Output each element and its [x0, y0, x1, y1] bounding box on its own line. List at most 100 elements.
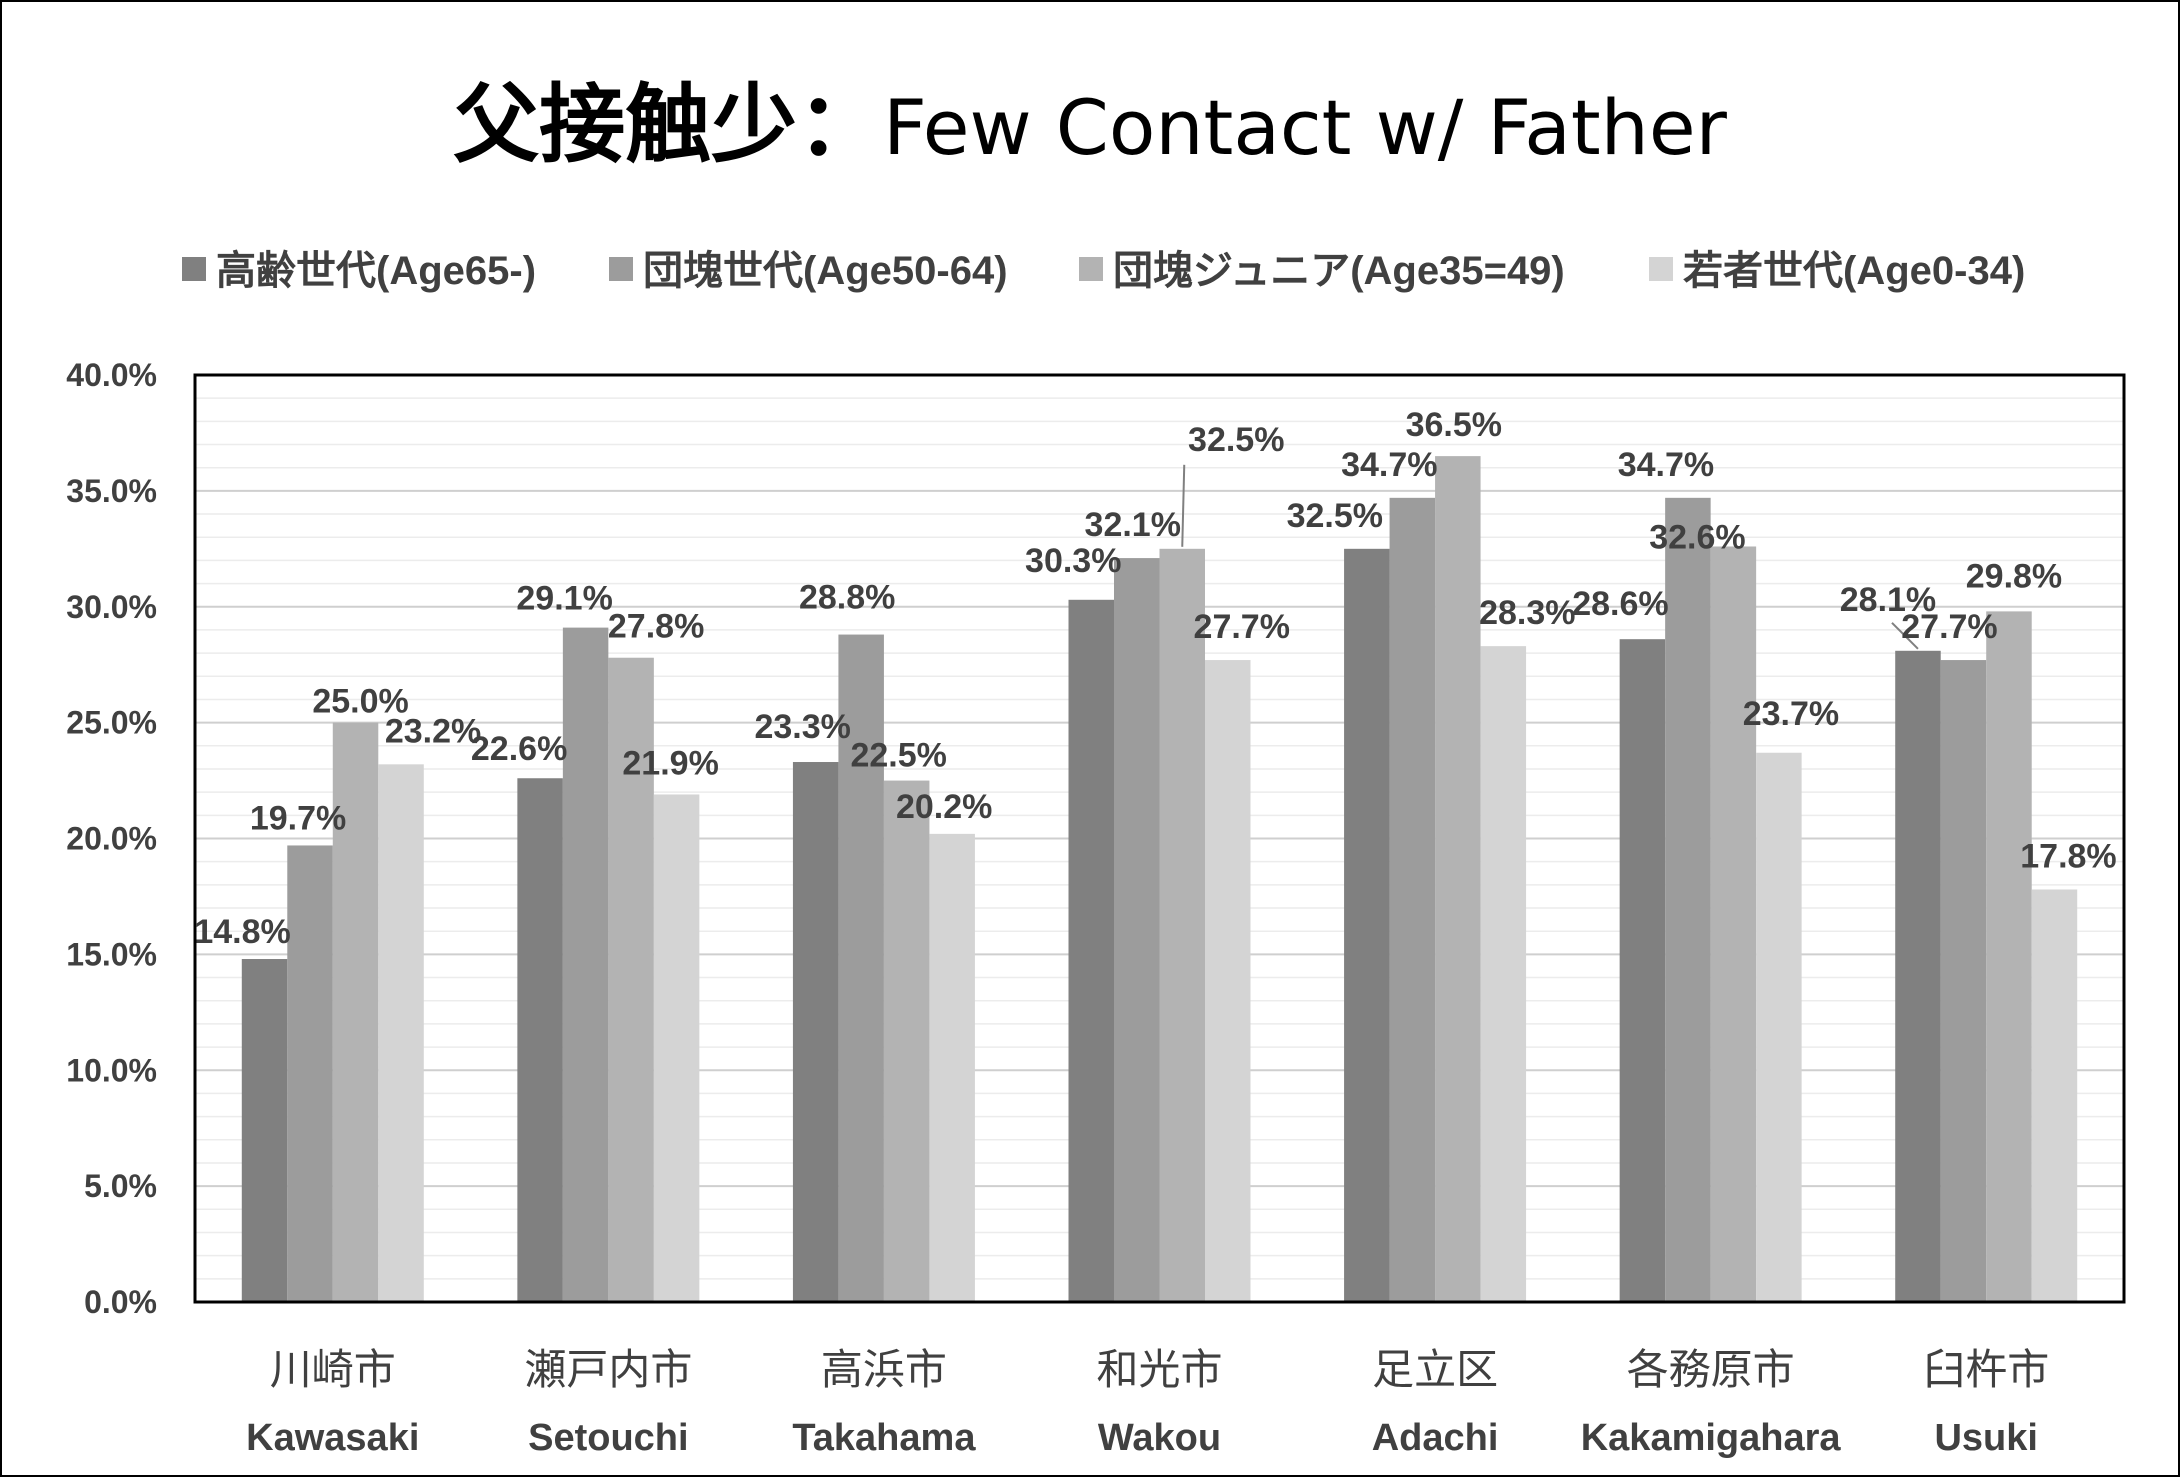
data-label: 22.5% [850, 737, 946, 775]
data-label: 28.3% [1479, 594, 1575, 632]
bar [1665, 497, 1711, 1302]
x-axis: 川崎市 Kawasaki 瀬戸内市 Setouchi 高浜市 Takahama 和光市 Wak… [246, 1345, 2049, 1459]
y-tick-label: 40.0% [66, 357, 157, 393]
bars [241, 456, 2078, 1302]
data-label: 23.2% [385, 712, 481, 750]
bar [1940, 660, 1987, 1302]
bar [1619, 639, 1666, 1302]
bar [1159, 548, 1205, 1302]
data-label: 27.7% [1901, 608, 1997, 646]
legend-swatch [1649, 257, 1673, 281]
x-category-label-jp: 川崎市 [270, 1345, 396, 1394]
y-tick-label: 20.0% [66, 821, 157, 857]
y-axis: 0.0% 5.0% 10.0% 15.0% 20.0% 25.0% 30.0% 35.0% 40… [66, 357, 157, 1320]
bar [1205, 660, 1251, 1302]
data-label: 32.6% [1649, 518, 1745, 556]
data-label: 23.3% [754, 708, 850, 746]
bar [929, 833, 975, 1302]
legend-label: 団塊ジュニア(Age35=49) [1113, 249, 1565, 293]
bar [1710, 546, 1757, 1302]
data-label: 32.5% [1188, 421, 1284, 459]
x-category-label-jp: 各務原市 [1627, 1345, 1795, 1394]
bar [241, 959, 288, 1302]
bar [608, 657, 654, 1302]
legend-swatch [609, 257, 633, 281]
data-label: 32.1% [1085, 506, 1181, 544]
y-tick-label: 10.0% [66, 1052, 157, 1088]
bar [287, 845, 333, 1302]
x-category-label-en: Adachi [1372, 1417, 1499, 1459]
leader-lines [1181, 464, 1919, 650]
bar [1068, 599, 1114, 1302]
chart-title-en: Few Contact w/ Father [883, 83, 1727, 172]
bar [562, 627, 609, 1302]
data-label: 17.8% [2020, 837, 2116, 875]
x-category-label-jp: 足立区 [1372, 1345, 1498, 1394]
data-label: 34.7% [1618, 446, 1714, 484]
data-label: 19.7% [250, 799, 346, 837]
bar [883, 780, 930, 1302]
data-label: 30.3% [1025, 542, 1121, 580]
data-label: 29.1% [516, 580, 612, 618]
bar [517, 778, 563, 1302]
y-tick-label: 30.0% [66, 589, 157, 625]
bar [1114, 558, 1160, 1302]
legend: 高齢世代(Age65-) 団塊世代(Age50-64) 団塊ジュニア(Age35=4… [182, 249, 2025, 293]
bar [838, 634, 884, 1302]
x-category-label-en: Wakou [1098, 1417, 1221, 1459]
legend-label: 高齢世代(Age65-) [216, 249, 536, 293]
legend-label: 若者世代(Age0-34) [1683, 249, 2025, 293]
bar [2031, 889, 2078, 1302]
y-tick-label: 15.0% [66, 936, 157, 972]
x-category-label-jp: 臼杵市 [1923, 1345, 2049, 1394]
data-label: 28.8% [799, 579, 895, 617]
x-category-label-en: Takahama [792, 1417, 976, 1459]
y-tick-label: 5.0% [84, 1168, 157, 1204]
bar [1389, 497, 1436, 1302]
bar [1344, 548, 1390, 1302]
chart-title: 父接触少：Few Contact w/ Father [453, 75, 1727, 175]
x-category-label-jp: 高浜市 [821, 1345, 947, 1394]
legend-swatch [1079, 257, 1103, 281]
data-label: 27.8% [608, 608, 704, 646]
data-label: 32.5% [1287, 497, 1383, 535]
bar [1756, 752, 1802, 1302]
bar [1986, 611, 2032, 1302]
data-label: 25.0% [312, 683, 408, 721]
data-label: 28.6% [1572, 585, 1668, 623]
x-category-label-en: Usuki [1934, 1417, 2037, 1459]
legend-label: 団塊世代(Age50-64) [643, 249, 1008, 293]
data-label: 34.7% [1341, 446, 1437, 484]
plot-area-border [193, 373, 2126, 1304]
bar [1480, 646, 1527, 1302]
bar [332, 722, 379, 1302]
x-category-label-en: Kawasaki [246, 1417, 419, 1459]
data-label: 27.7% [1194, 608, 1290, 646]
data-label: 36.5% [1406, 406, 1502, 444]
x-category-label-jp: 和光市 [1096, 1345, 1222, 1394]
bar [653, 794, 700, 1302]
x-category-label-en: Setouchi [528, 1417, 688, 1459]
data-label: 22.6% [471, 730, 567, 768]
x-category-label-jp: 瀬戸内市 [524, 1345, 692, 1394]
leader-line [1181, 464, 1186, 547]
data-label: 20.2% [896, 788, 992, 826]
bar [378, 764, 424, 1302]
bar [792, 762, 839, 1302]
legend-swatch [182, 257, 206, 281]
bar [1435, 456, 1481, 1302]
chart-title-separator: ： [797, 75, 883, 175]
data-label: 28.1% [1840, 581, 1936, 619]
y-tick-label: 0.0% [84, 1284, 157, 1320]
y-tick-label: 35.0% [66, 473, 157, 509]
bar [1895, 650, 1941, 1302]
data-label: 29.8% [1966, 557, 2062, 595]
data-label: 21.9% [622, 744, 718, 782]
y-tick-label: 25.0% [66, 705, 157, 741]
data-label: 23.7% [1743, 695, 1839, 733]
x-category-label-en: Kakamigahara [1581, 1417, 1842, 1459]
data-labels: 14.8% 22.6% 23.3% 30.3% 32.5% 28.6% 28.1% 19.7%… [194, 406, 2116, 951]
chart-title-jp: 父接触少 [453, 75, 797, 175]
